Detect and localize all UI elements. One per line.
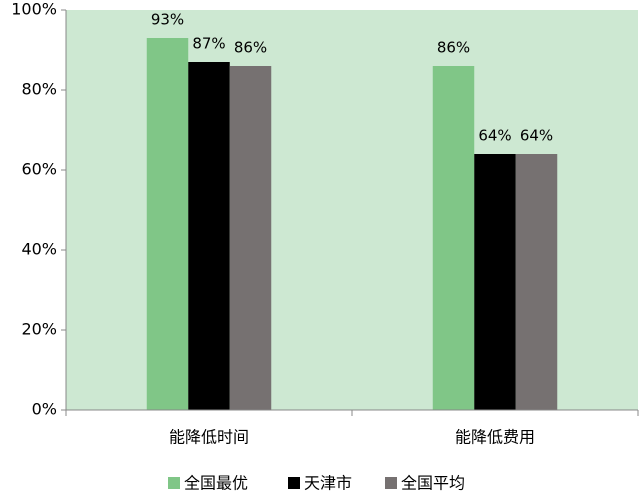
value-label: 64%: [520, 127, 553, 145]
bar: [474, 154, 516, 410]
legend-label: 天津市: [304, 474, 352, 493]
y-tick-label: 80%: [21, 80, 57, 99]
y-tick-label: 20%: [21, 320, 57, 339]
x-tick-label: 能降低时间: [169, 428, 249, 447]
value-label: 87%: [192, 35, 225, 53]
bar: [146, 38, 189, 410]
x-tick-label: 能降低费用: [455, 428, 535, 447]
bar: [515, 154, 558, 410]
bar: [432, 66, 475, 410]
legend-label: 全国最优: [184, 474, 248, 493]
legend-swatch: [288, 477, 300, 489]
legend-label: 全国平均: [401, 474, 465, 493]
value-label: 86%: [437, 39, 470, 57]
legend-swatch: [385, 477, 397, 489]
y-tick-label: 100%: [11, 0, 57, 19]
value-label: 93%: [151, 11, 184, 29]
value-label: 86%: [234, 39, 267, 57]
value-label: 64%: [478, 127, 511, 145]
y-tick-label: 60%: [21, 160, 57, 179]
y-tick-label: 40%: [21, 240, 57, 259]
bar: [229, 66, 272, 410]
y-tick-label: 0%: [32, 400, 57, 419]
legend-swatch: [168, 477, 180, 489]
bar: [188, 62, 230, 410]
